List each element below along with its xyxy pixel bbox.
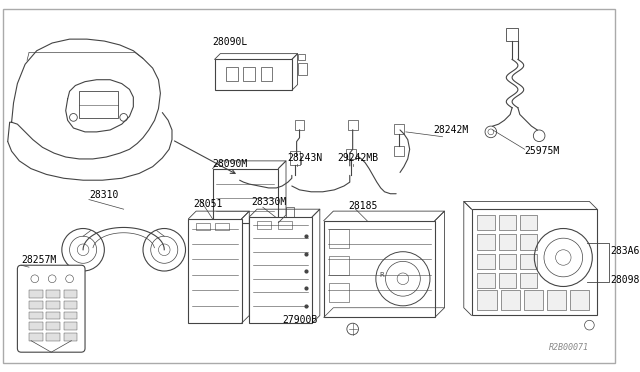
Text: 28243N: 28243N	[288, 153, 323, 163]
Bar	[290, 151, 300, 165]
Text: 28185: 28185	[348, 201, 377, 211]
Bar	[250, 217, 312, 323]
Bar	[520, 273, 537, 288]
Bar	[506, 28, 518, 41]
Text: 28330M: 28330M	[252, 197, 287, 207]
Bar	[29, 291, 42, 298]
Bar	[64, 301, 77, 309]
Bar	[46, 333, 60, 341]
Bar	[298, 54, 305, 60]
Bar	[196, 223, 210, 230]
Bar	[214, 60, 292, 90]
Text: R2B00071: R2B00071	[549, 343, 589, 352]
Bar	[520, 254, 537, 269]
Bar	[346, 149, 356, 159]
Bar	[46, 301, 60, 309]
Bar	[292, 156, 301, 164]
Bar	[330, 256, 349, 275]
Text: 25975M: 25975M	[525, 147, 560, 156]
Bar	[46, 291, 60, 298]
FancyBboxPatch shape	[17, 265, 85, 352]
Bar	[477, 215, 495, 230]
Bar	[477, 234, 495, 250]
Bar	[499, 254, 516, 269]
Text: 28310: 28310	[89, 189, 118, 199]
Bar	[243, 67, 255, 81]
Bar	[29, 301, 42, 309]
Bar	[394, 147, 404, 156]
Bar	[520, 215, 537, 230]
Bar	[79, 91, 118, 118]
Text: 28242M: 28242M	[433, 125, 468, 135]
Bar	[226, 67, 237, 81]
Bar	[216, 223, 229, 230]
Bar	[499, 273, 516, 288]
Bar	[29, 333, 42, 341]
Bar	[570, 291, 589, 310]
Bar	[212, 169, 278, 223]
Bar	[286, 207, 294, 217]
Bar	[348, 120, 358, 130]
Bar	[64, 291, 77, 298]
Bar	[499, 234, 516, 250]
Bar	[394, 124, 404, 134]
Bar	[294, 120, 305, 130]
Bar	[46, 322, 60, 330]
Bar	[29, 312, 42, 319]
Bar	[520, 234, 537, 250]
Text: 28257M: 28257M	[21, 255, 56, 265]
Text: R: R	[380, 272, 384, 278]
Bar	[477, 273, 495, 288]
Text: 27900B: 27900B	[282, 315, 317, 326]
Bar	[29, 322, 42, 330]
Bar	[64, 312, 77, 319]
Bar	[477, 291, 497, 310]
Bar	[324, 221, 435, 317]
Bar	[188, 219, 241, 323]
Bar	[278, 221, 292, 228]
Bar	[330, 228, 349, 248]
Text: 28090L: 28090L	[212, 37, 248, 47]
Bar	[524, 291, 543, 310]
Bar	[472, 209, 597, 315]
Bar	[298, 63, 307, 75]
Bar	[46, 312, 60, 319]
Bar	[547, 291, 566, 310]
Text: 29242MB: 29242MB	[337, 153, 378, 163]
Text: 28051: 28051	[193, 199, 223, 209]
Bar	[257, 221, 271, 228]
Bar	[64, 333, 77, 341]
Bar	[477, 254, 495, 269]
Bar	[500, 291, 520, 310]
Bar	[499, 215, 516, 230]
Bar	[64, 322, 77, 330]
Bar	[330, 283, 349, 302]
Bar	[261, 67, 273, 81]
Text: 283A6: 283A6	[611, 246, 640, 256]
Text: 28090M: 28090M	[212, 158, 248, 169]
Text: 28098: 28098	[611, 275, 640, 285]
